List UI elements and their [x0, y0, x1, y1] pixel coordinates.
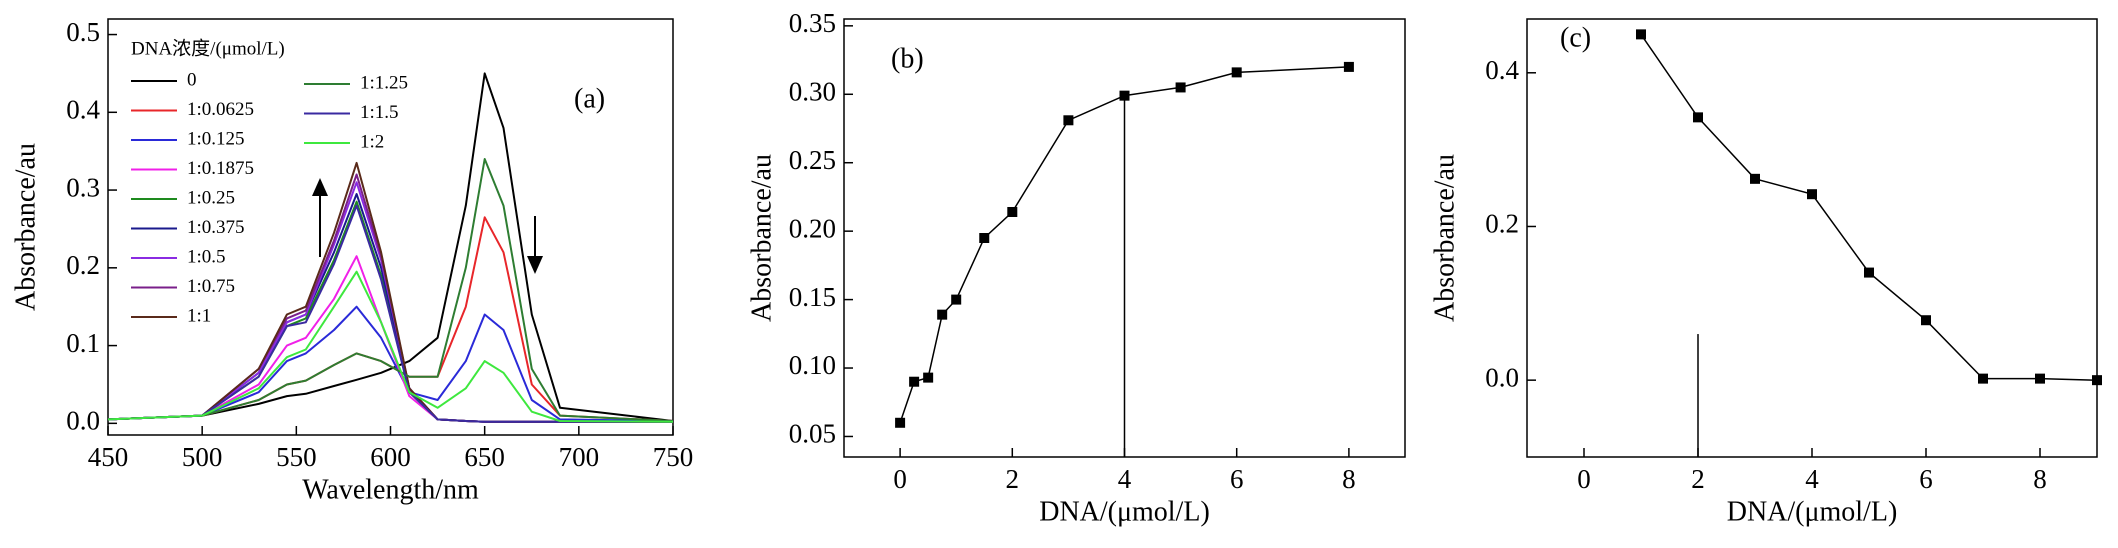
spectrum-line	[107, 270, 674, 423]
spectrum-line	[107, 305, 674, 422]
y-tick-label: 0.25	[789, 145, 836, 175]
legend-label: 1:1.25	[360, 72, 408, 93]
x-axis-title: DNA/(μmol/L)	[1727, 496, 1898, 527]
y-tick-label: 0.2	[1485, 209, 1519, 239]
x-tick-label: 750	[653, 442, 694, 472]
data-point	[2092, 375, 2102, 386]
x-tick-label: 650	[464, 442, 505, 472]
data-point	[1978, 373, 1988, 384]
legend-label: 1:1	[187, 305, 211, 326]
y-tick-label: 0.10	[789, 350, 836, 380]
x-tick-label: 6	[1919, 464, 1933, 494]
y-tick-label: 0.5	[66, 17, 100, 47]
spectrum-line	[107, 158, 674, 422]
legend-label: 1:0.25	[187, 187, 235, 208]
y-tick-label: 0.3	[66, 172, 100, 202]
x-axis-title: DNA/(μmol/L)	[1039, 496, 1210, 527]
data-point	[1343, 61, 1354, 72]
data-point	[979, 233, 990, 243]
data-point	[1750, 173, 1760, 184]
data-point	[1175, 82, 1186, 93]
data-line	[1640, 33, 2098, 381]
x-tick-label: 0	[1577, 464, 1591, 494]
y-tick-label: 0.05	[789, 419, 836, 449]
x-tick-label: 4	[1118, 464, 1132, 494]
legend-label: 1:0.1875	[187, 158, 254, 179]
data-point	[1921, 315, 1931, 326]
x-tick-label: 8	[2033, 464, 2047, 494]
y-tick-label: 0.4	[1485, 55, 1519, 85]
y-tick-label: 0.4	[66, 95, 100, 125]
data-point	[895, 417, 906, 428]
legend-label: 1:0.125	[187, 128, 245, 149]
y-tick-label: 0.0	[1485, 362, 1519, 392]
y-tick-label: 0.2	[66, 250, 100, 280]
data-point	[937, 309, 948, 320]
legend-label: 1:2	[360, 131, 384, 152]
x-tick-label: 2	[1691, 464, 1705, 494]
spectrum-line	[107, 204, 673, 423]
x-tick-label: 600	[370, 442, 411, 472]
x-tick-label: 450	[88, 442, 129, 472]
data-point	[1119, 90, 1130, 101]
legend-label: 1:0.5	[187, 246, 226, 267]
data-point	[2035, 373, 2045, 384]
plot-frame	[1526, 18, 2098, 458]
data-point	[1864, 267, 1874, 278]
y-tick-label: 0.0	[66, 406, 100, 436]
panel-label: (a)	[574, 83, 605, 114]
x-tick-label: 6	[1230, 464, 1244, 494]
y-axis-title: Absorbance/au	[746, 154, 777, 322]
legend-label: 1:0.375	[187, 217, 245, 238]
x-tick-label: 2	[1006, 464, 1020, 494]
legend-label: 0	[187, 69, 197, 90]
data-point	[1636, 29, 1646, 40]
data-point	[951, 294, 962, 305]
data-point	[1007, 206, 1018, 217]
panel-label: (c)	[1560, 22, 1591, 53]
y-tick-label: 0.35	[789, 8, 836, 38]
y-axis-title: Absorbance/au	[1429, 154, 1460, 322]
data-point	[1231, 67, 1242, 78]
y-axis-title: Absorbance/au	[10, 143, 41, 311]
x-tick-label: 500	[182, 442, 223, 472]
y-tick-label: 0.30	[789, 76, 836, 106]
y-tick-label: 0.15	[789, 282, 836, 312]
y-tick-label: 0.1	[66, 328, 100, 358]
data-point	[909, 376, 920, 387]
x-tick-label: 8	[1342, 464, 1356, 494]
legend-label: 1:0.75	[187, 276, 235, 297]
y-tick-label: 0.20	[789, 213, 836, 243]
x-tick-label: 4	[1805, 464, 1819, 494]
data-point	[1693, 112, 1703, 123]
panel-label: (b)	[891, 43, 924, 74]
legend-label: 1:1.5	[360, 102, 399, 123]
x-tick-label: 700	[559, 442, 600, 472]
x-tick-label: 0	[893, 464, 907, 494]
data-point	[923, 372, 934, 383]
legend-title: DNA浓度/(μmol/L)	[131, 37, 285, 59]
data-point	[1063, 115, 1074, 126]
x-tick-label: 550	[276, 442, 317, 472]
legend-label: 1:0.0625	[187, 99, 254, 120]
x-axis-title: Wavelength/nm	[302, 474, 479, 505]
data-point	[1807, 189, 1817, 200]
